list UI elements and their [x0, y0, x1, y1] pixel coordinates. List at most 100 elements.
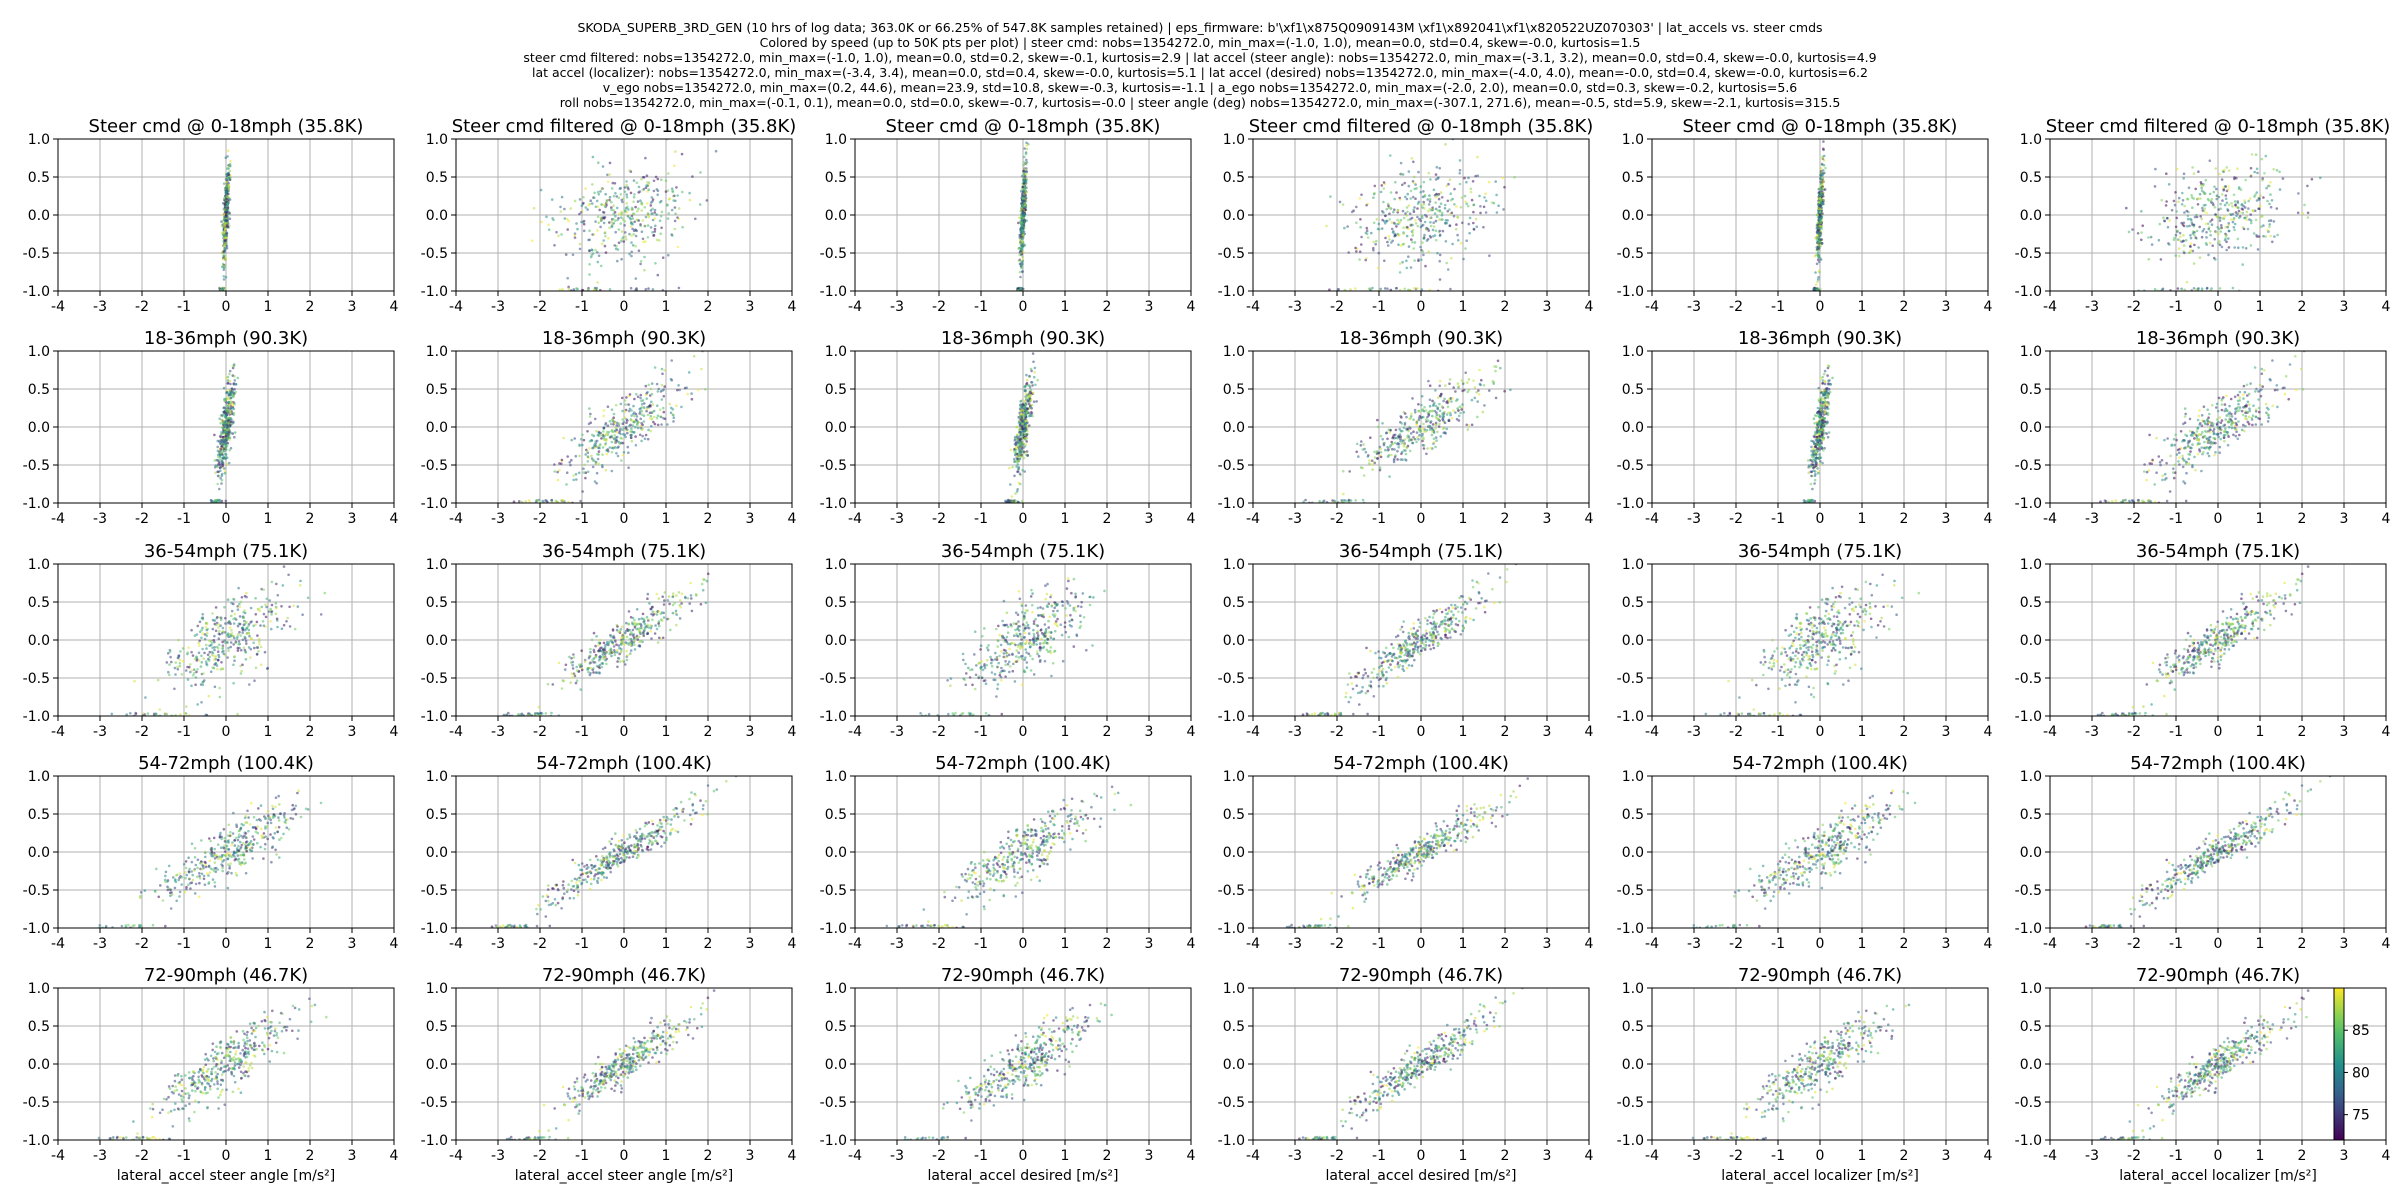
scatter-point: [656, 390, 660, 393]
scatter-point: [2170, 208, 2174, 212]
scatter-point: [2209, 220, 2212, 223]
scatter-point: [1396, 437, 1399, 440]
scatter-point: [1372, 221, 1376, 225]
scatter-point: [573, 199, 577, 203]
scatter-point: [1019, 242, 1022, 246]
scatter-point: [1428, 197, 1432, 201]
scatter-point: [1020, 194, 1024, 197]
scatter-point: [626, 205, 629, 209]
scatter-point: [226, 149, 230, 152]
y-tick-label: 1.0: [825, 344, 847, 360]
scatter-point: [1820, 441, 1823, 445]
scatter-point: [1472, 228, 1476, 231]
scatter-point: [232, 363, 236, 366]
panel-title: Steer cmd filtered @ 0-18mph (35.8K): [2046, 116, 2391, 137]
scatter-point: [650, 418, 654, 421]
scatter-point: [2182, 224, 2186, 228]
scatter-point: [1403, 442, 1406, 446]
scatter-point: [614, 426, 618, 429]
scatter-point: [1409, 189, 1413, 193]
scatter-point: [678, 388, 681, 392]
scatter-point: [676, 388, 679, 392]
scatter-point: [573, 437, 576, 440]
scatter-point: [1446, 199, 1450, 203]
scatter-point: [1822, 140, 1825, 143]
scatter-point: [592, 196, 595, 199]
scatter-point: [1376, 457, 1379, 460]
scatter-point: [1016, 463, 1020, 466]
scatter-point: [667, 212, 670, 215]
scatter-point: [601, 453, 604, 456]
scatter-point: [2225, 166, 2229, 169]
scatter-point: [1031, 384, 1034, 387]
scatter-point: [640, 413, 644, 416]
scatter-point: [672, 420, 675, 423]
scatter-point: [612, 204, 615, 207]
scatter-point: [2306, 211, 2310, 215]
scatter-point: [1467, 222, 1471, 226]
scatter-point: [621, 428, 624, 432]
scatter-point: [2239, 188, 2243, 191]
scatter-point: [2259, 204, 2262, 208]
scatter-point: [1820, 206, 1824, 210]
x-tick-label: -2: [533, 511, 547, 527]
scatter-point: [2276, 233, 2279, 237]
scatter-point: [2269, 234, 2272, 238]
scatter-point: [1018, 216, 1021, 220]
scatter-point: [610, 469, 614, 473]
scatter-point: [1409, 197, 1412, 200]
x-tick-label: 4: [1984, 299, 1993, 315]
scatter-point: [632, 412, 635, 416]
scatter-point: [671, 408, 675, 411]
scatter-point: [1393, 441, 1397, 445]
scatter-point: [1005, 500, 1009, 503]
scatter-point: [2210, 223, 2214, 226]
x-tick-label: -2: [533, 299, 547, 315]
scatter-point: [225, 456, 229, 460]
scatter-point: [680, 190, 684, 194]
scatter-point: [1021, 425, 1024, 429]
scatter-point: [602, 221, 606, 225]
scatter-point: [1397, 445, 1400, 449]
scatter-point: [1438, 278, 1442, 281]
scatter-point: [221, 428, 225, 432]
y-tick-label: -1.0: [23, 496, 50, 512]
scatter-point: [575, 287, 578, 290]
scatter-point: [2204, 203, 2207, 207]
scatter-point: [655, 238, 659, 242]
scatter-point: [2182, 177, 2185, 180]
scatter-point: [650, 196, 654, 199]
scatter-point: [1815, 262, 1819, 266]
scatter-point: [611, 428, 614, 432]
scatter-point: [1407, 184, 1411, 188]
scatter-point: [1410, 157, 1414, 160]
scatter-point: [2306, 184, 2309, 188]
x-tick-label: 3: [1942, 299, 1951, 315]
scatter-point: [1021, 402, 1024, 406]
scatter-point: [1395, 225, 1398, 228]
y-tick-label: 0.5: [825, 170, 847, 186]
scatter-point: [1022, 182, 1026, 185]
scatter-point: [1424, 430, 1427, 433]
scatter-point: [2186, 214, 2190, 217]
scatter-point: [632, 212, 636, 216]
scatter-point: [218, 417, 221, 421]
scatter-point: [565, 483, 568, 486]
scatter-point: [1443, 203, 1447, 207]
scatter-point: [1423, 220, 1427, 224]
scatter-point: [225, 173, 228, 176]
scatter-point: [2191, 166, 2194, 169]
scatter-point: [1817, 276, 1820, 279]
scatter-point: [1354, 246, 1357, 250]
scatter-point: [567, 285, 570, 289]
scatter-point: [1029, 367, 1033, 371]
scatter-point: [2181, 191, 2184, 195]
scatter-point: [2160, 198, 2163, 202]
scatter-point: [1409, 432, 1413, 435]
scatter-point: [646, 413, 650, 417]
scatter-point: [1374, 242, 1377, 246]
scatter-point: [225, 404, 228, 408]
scatter-point: [2153, 287, 2157, 291]
scatter-point: [673, 206, 677, 209]
scatter-point: [2201, 206, 2204, 210]
